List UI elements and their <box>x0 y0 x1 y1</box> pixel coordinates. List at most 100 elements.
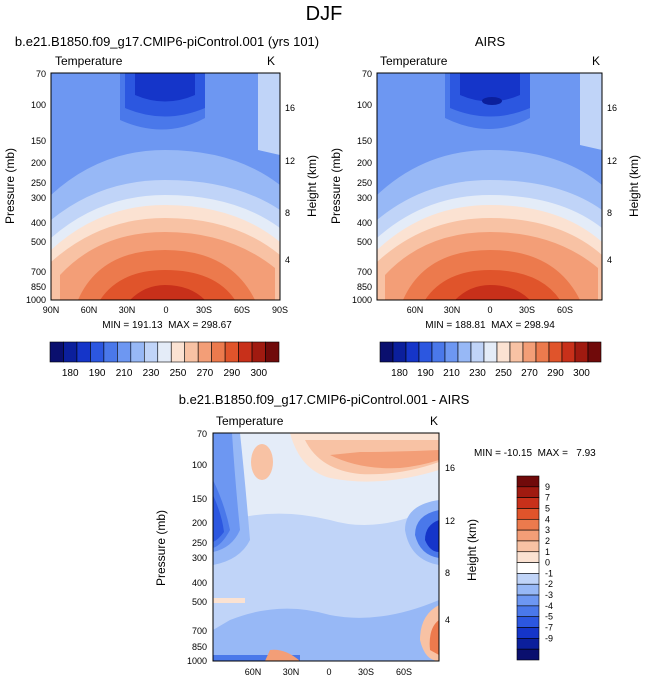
panel-title: b.e21.B1850.f09_g17.CMIP6-piControl.001 … <box>15 34 319 49</box>
contour-fill <box>429 620 439 655</box>
colorbar-swatch <box>516 518 540 531</box>
colorbar-swatch <box>170 341 186 363</box>
y-tick-label: 200 <box>357 158 372 168</box>
colorbar-swatch <box>251 341 266 363</box>
colorbar-swatch <box>63 341 78 363</box>
y-tick-label: 1000 <box>26 295 46 305</box>
y-tick-label: 400 <box>192 578 207 588</box>
y-tick-label: 1000 <box>352 295 372 305</box>
x-tick-label: 30S <box>519 305 535 315</box>
contour-fill <box>213 600 439 661</box>
colorbar-swatch <box>157 341 172 363</box>
colorbar-label: 9 <box>545 482 550 492</box>
x-tick-label: 0 <box>487 305 492 315</box>
colorbar-swatch <box>496 341 511 363</box>
y-tick-label: 150 <box>357 136 372 146</box>
contour-fill <box>425 520 439 552</box>
y-tick-label: 70 <box>197 429 207 439</box>
y-axis-title: Pressure (mb) <box>3 148 17 224</box>
colorbar-swatch <box>516 648 540 661</box>
min-max-readout: MIN = 188.81 MAX = 298.94 <box>425 320 555 331</box>
x-tick-label: 0 <box>163 305 168 315</box>
colorbar-label: 300 <box>250 368 267 379</box>
y-axis-title: Pressure (mb) <box>329 148 343 224</box>
colorbar-swatch <box>117 341 132 363</box>
panel-difference-temperature: b.e21.B1850.f09_g17.CMIP6-piControl.001 … <box>154 392 596 677</box>
colorbar-swatch <box>516 508 540 520</box>
panel-title: b.e21.B1850.f09_g17.CMIP6-piControl.001 … <box>179 392 470 407</box>
x-axis: 60N 30N 0 30S 60S <box>407 305 573 315</box>
panel-variable-label: Temperature <box>380 54 448 68</box>
y-tick-label: 300 <box>357 193 372 203</box>
y-tick-label: 70 <box>362 69 372 79</box>
contour-fill <box>213 598 245 603</box>
x-tick-label: 30S <box>196 305 212 315</box>
y-tick-label: 400 <box>357 218 372 228</box>
y-tick-label: 700 <box>357 267 372 277</box>
colorbar-label: 210 <box>116 368 133 379</box>
x-tick-label: 30N <box>444 305 461 315</box>
colorbar-swatch <box>548 341 563 363</box>
y-tick-label: 850 <box>31 282 46 292</box>
x-tick-label: 60N <box>81 305 98 315</box>
plot-frame <box>212 432 440 662</box>
colorbar-swatch <box>516 605 540 618</box>
colorbar-swatch <box>130 341 145 363</box>
colorbar-swatch <box>444 341 459 363</box>
y-tick-label: 100 <box>31 100 46 110</box>
y-tick-label: 100 <box>192 460 207 470</box>
x-tick-label: 30N <box>119 305 136 315</box>
colorbar-label: 290 <box>224 368 241 379</box>
colorbar-swatch <box>516 573 540 585</box>
contour-field <box>213 433 439 661</box>
panel-variable-label: Temperature <box>216 414 284 428</box>
colorbar-swatch <box>265 341 280 363</box>
contour-fill <box>460 73 520 102</box>
y-axis-left: Pressure (mb) 70 100 150 200 250 300 400… <box>329 69 372 305</box>
x-tick-label: 60S <box>557 305 573 315</box>
colorbar-swatch <box>238 341 253 363</box>
colorbar-swatch <box>561 341 576 363</box>
y-tick-label: 1000 <box>187 656 207 666</box>
contour-fill <box>455 285 530 300</box>
x-tick-label: 60S <box>396 667 412 677</box>
colorbar-swatch <box>76 341 91 363</box>
colorbar-label: 4 <box>545 514 550 524</box>
y-tick-label: 700 <box>31 267 46 277</box>
colorbar-swatch <box>379 341 394 363</box>
contour-field <box>51 73 280 300</box>
colorbar-label: 180 <box>62 368 79 379</box>
panel-variable-label: Temperature <box>55 54 123 68</box>
colorbar: 180 190 210 230 250 270 290 300 <box>379 341 602 379</box>
colorbar-swatch <box>470 341 485 363</box>
x-tick-label: 0 <box>326 667 331 677</box>
colorbar-label: 290 <box>547 368 564 379</box>
colorbar-label: 0 <box>545 558 550 568</box>
x-tick-label: 30S <box>358 667 374 677</box>
panel-obs-temperature: AIRS Temperature K Pressure (mb) 70 100 … <box>329 34 641 379</box>
colorbar-swatch <box>516 497 540 509</box>
y-tick-label: 250 <box>192 538 207 548</box>
colorbar-label: 230 <box>143 368 160 379</box>
colorbar-swatch <box>516 594 540 607</box>
panel-units-label: K <box>592 54 600 68</box>
height-tick-label: 16 <box>445 463 455 473</box>
contour-fill <box>130 285 205 300</box>
y-tick-label: 200 <box>192 518 207 528</box>
colorbar-label: -1 <box>545 568 553 578</box>
contour-fill <box>580 73 602 150</box>
colorbar-swatch <box>516 529 540 542</box>
colorbar-swatch <box>418 341 433 363</box>
colorbar-swatch <box>197 341 212 363</box>
y-tick-label: 250 <box>357 178 372 188</box>
contour-fill <box>258 73 280 155</box>
x-tick-label: 30N <box>283 667 300 677</box>
contour-field <box>377 73 602 300</box>
height-tick-label: 12 <box>445 516 455 526</box>
colorbar-label: 5 <box>545 503 550 513</box>
colorbar-swatch <box>184 341 199 363</box>
panel-units-label: K <box>430 414 438 428</box>
y-tick-label: 850 <box>192 642 207 652</box>
colorbar-swatch <box>587 341 602 363</box>
